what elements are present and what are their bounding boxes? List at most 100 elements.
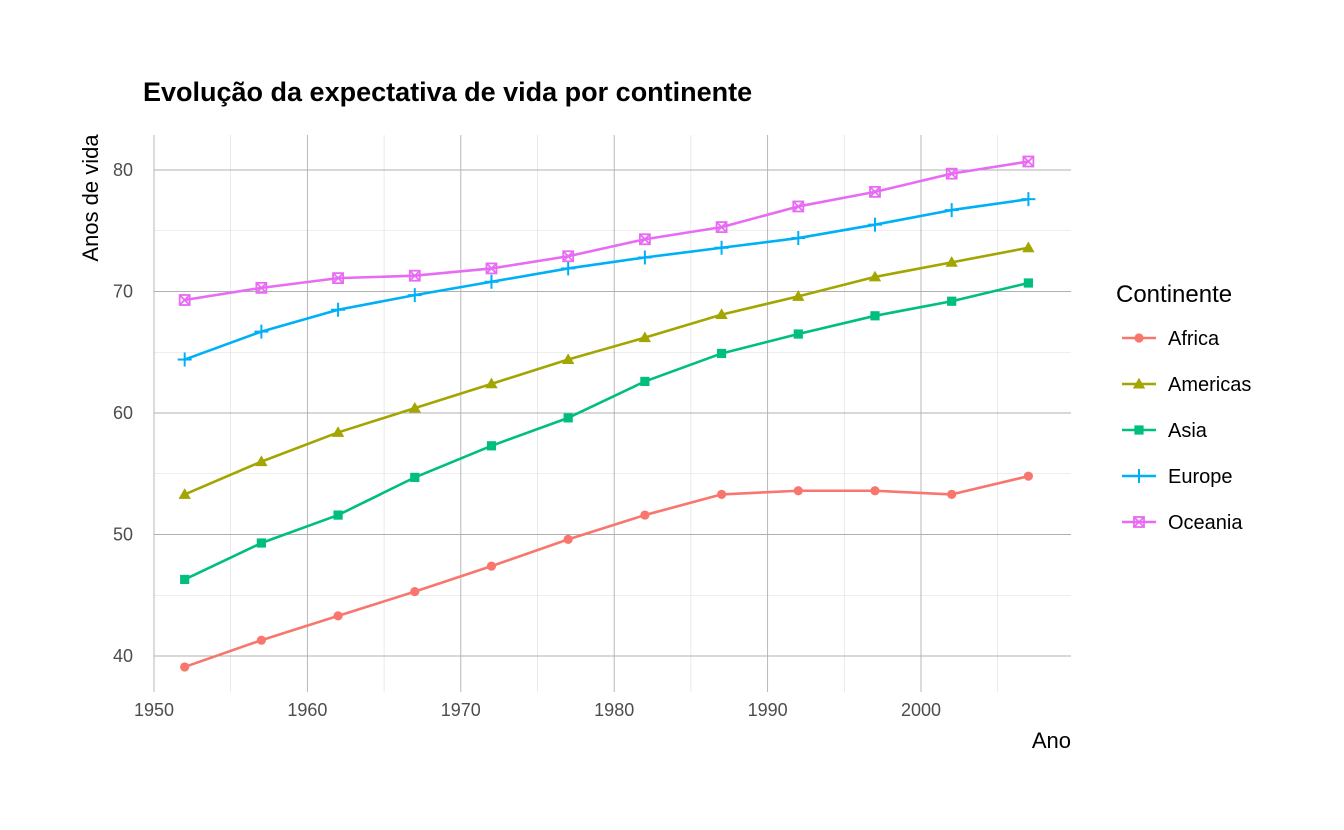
data-point (255, 455, 268, 467)
data-point (869, 185, 881, 198)
data-point (714, 240, 729, 255)
legend-item-americas: Americas (1122, 374, 1251, 396)
data-point (255, 281, 268, 294)
data-point (1134, 333, 1144, 343)
data-point (561, 261, 576, 276)
series-line (183, 160, 1030, 302)
data-point (410, 587, 420, 597)
data-point (715, 308, 728, 320)
legend-label: Oceania (1168, 512, 1243, 534)
y-tick-label: 50 (113, 525, 133, 545)
data-point (947, 296, 957, 306)
data-point (1023, 278, 1033, 288)
data-point (716, 348, 727, 359)
data-point (945, 256, 958, 267)
data-point (256, 538, 266, 548)
y-axis-title: Anos de vida (78, 134, 103, 262)
series-oceania (178, 155, 1035, 306)
data-point (561, 353, 575, 365)
data-point (485, 262, 498, 275)
data-point (1023, 471, 1033, 481)
data-point (254, 324, 269, 339)
series-line (183, 281, 1030, 581)
data-point (792, 200, 805, 213)
data-point (640, 510, 650, 520)
series-americas (178, 241, 1035, 499)
x-tick-label: 1970 (441, 700, 481, 720)
data-point (256, 635, 266, 645)
legend-label: Asia (1168, 420, 1208, 442)
y-tick-label: 80 (113, 160, 133, 180)
data-point (563, 534, 573, 544)
x-tick-label: 1990 (748, 700, 788, 720)
data-point (868, 270, 882, 282)
data-point (177, 352, 192, 367)
data-point (563, 413, 573, 423)
x-axis-title: Ano (1032, 728, 1071, 753)
data-point (485, 377, 498, 389)
data-point (793, 329, 803, 339)
data-point (410, 472, 420, 482)
series-line (183, 474, 1030, 669)
x-tick-label: 1950 (134, 700, 174, 720)
data-point (638, 331, 652, 343)
data-point (944, 203, 959, 218)
data-point (333, 611, 343, 621)
legend: Continente Africa Americas Asia Europe Ocean… (1116, 281, 1251, 534)
x-tick-label: 2000 (901, 700, 941, 720)
data-point (331, 302, 346, 317)
series-line (183, 246, 1030, 496)
data-point (1132, 377, 1146, 389)
data-point (1022, 155, 1035, 168)
data-point (870, 311, 880, 321)
y-axis: 40 50 60 70 80 (113, 160, 133, 666)
x-tick-label: 1980 (594, 700, 634, 720)
data-point (867, 217, 882, 232)
data-point (486, 441, 497, 451)
data-point (792, 290, 805, 301)
data-point (408, 401, 421, 413)
data-point (332, 272, 344, 285)
legend-item-europe: Europe (1122, 466, 1233, 488)
data-point (484, 274, 499, 289)
legend-item-oceania: Oceania (1122, 512, 1243, 534)
plot-area (177, 155, 1036, 672)
legend-label: Africa (1168, 328, 1220, 350)
data-point (1021, 192, 1036, 207)
legend-label: Europe (1168, 466, 1233, 488)
legend-label: Americas (1168, 374, 1251, 396)
legend-title: Continente (1116, 281, 1232, 308)
data-point (180, 574, 190, 585)
data-point (1134, 425, 1144, 435)
data-point (870, 486, 880, 496)
data-point (180, 662, 190, 672)
data-point (1132, 469, 1146, 483)
series-africa (180, 471, 1033, 672)
data-point (791, 231, 806, 246)
data-point (945, 167, 958, 180)
data-point (407, 288, 422, 303)
y-tick-label: 60 (113, 403, 133, 423)
series-asia (180, 278, 1033, 585)
data-point (331, 426, 345, 437)
grid (153, 135, 1071, 692)
x-tick-label: 1960 (287, 700, 327, 720)
chart-title: Evolução da expectativa de vida por cont… (143, 77, 752, 107)
data-point (640, 376, 650, 387)
data-point (486, 561, 497, 571)
data-point (1022, 241, 1035, 253)
data-point (947, 489, 957, 500)
y-tick-label: 70 (113, 282, 133, 302)
data-point (178, 488, 191, 499)
legend-item-asia: Asia (1122, 420, 1208, 442)
data-point (178, 294, 191, 306)
data-point (715, 221, 728, 234)
x-axis: 1950 1960 1970 1980 1990 2000 (134, 700, 941, 720)
data-point (638, 233, 651, 246)
y-tick-label: 40 (113, 646, 133, 666)
data-point (716, 489, 727, 500)
data-point (333, 510, 343, 520)
series-europe (177, 192, 1036, 367)
data-point (1133, 516, 1145, 528)
